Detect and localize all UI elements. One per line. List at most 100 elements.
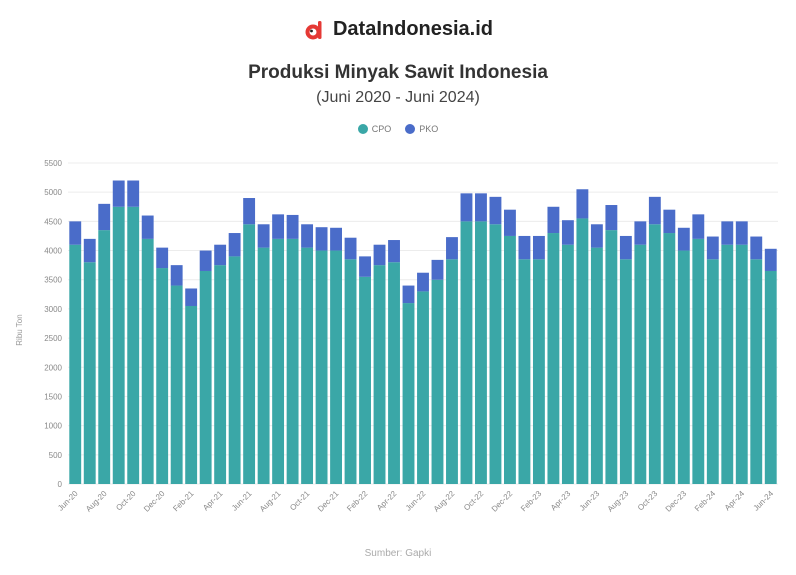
bar-cpo[interactable] xyxy=(721,244,734,484)
bar-pko[interactable] xyxy=(590,224,603,248)
bar-pko[interactable] xyxy=(532,235,545,260)
bar-cpo[interactable] xyxy=(561,244,574,484)
bar-cpo[interactable] xyxy=(214,265,227,484)
bar-cpo[interactable] xyxy=(301,247,314,484)
bar-cpo[interactable] xyxy=(344,259,357,484)
bar-cpo[interactable] xyxy=(83,262,96,484)
bar-pko[interactable] xyxy=(141,215,154,239)
bar-pko[interactable] xyxy=(446,237,458,260)
bar-pko[interactable] xyxy=(98,203,111,231)
bar-cpo[interactable] xyxy=(504,235,516,484)
bar-cpo[interactable] xyxy=(677,250,690,484)
bar-cpo[interactable] xyxy=(330,250,342,484)
bar-cpo[interactable] xyxy=(286,238,299,484)
bar-pko[interactable] xyxy=(648,196,661,225)
bar-pko[interactable] xyxy=(127,180,140,207)
bar-cpo[interactable] xyxy=(619,259,632,484)
bar-pko[interactable] xyxy=(286,214,299,239)
bar-cpo[interactable] xyxy=(373,265,386,484)
bar-pko[interactable] xyxy=(735,221,748,245)
bar-cpo[interactable] xyxy=(127,206,140,484)
bar-cpo[interactable] xyxy=(605,230,618,484)
bar-pko[interactable] xyxy=(605,205,618,231)
bar-cpo[interactable] xyxy=(475,221,487,485)
bar-pko[interactable] xyxy=(677,227,690,251)
bar-pko[interactable] xyxy=(619,235,632,260)
bar-pko[interactable] xyxy=(344,237,357,260)
bar-pko[interactable] xyxy=(388,240,400,263)
bar-pko[interactable] xyxy=(199,250,212,271)
bar-pko[interactable] xyxy=(373,244,386,266)
bar-pko[interactable] xyxy=(243,198,256,225)
bar-pko[interactable] xyxy=(634,221,647,245)
bar-pko[interactable] xyxy=(764,248,777,271)
bar-cpo[interactable] xyxy=(590,247,603,484)
bar-cpo[interactable] xyxy=(648,224,661,484)
bar-pko[interactable] xyxy=(83,238,96,263)
bar-pko[interactable] xyxy=(315,227,328,251)
bar-cpo[interactable] xyxy=(402,303,415,484)
bar-cpo[interactable] xyxy=(446,259,458,484)
bar-pko[interactable] xyxy=(547,206,560,234)
bar-cpo[interactable] xyxy=(170,285,183,484)
bar-cpo[interactable] xyxy=(750,259,763,484)
bar-cpo[interactable] xyxy=(141,238,154,484)
bar-pko[interactable] xyxy=(330,227,342,251)
bar-cpo[interactable] xyxy=(576,218,589,484)
bar-cpo[interactable] xyxy=(706,259,719,484)
legend-item-pko[interactable]: PKO xyxy=(405,124,438,134)
bar-cpo[interactable] xyxy=(388,262,400,484)
bar-cpo[interactable] xyxy=(257,247,270,484)
bar-pko[interactable] xyxy=(228,233,241,257)
bar-cpo[interactable] xyxy=(764,270,777,484)
bar-pko[interactable] xyxy=(576,189,589,219)
bar-pko[interactable] xyxy=(185,288,198,306)
bar-pko[interactable] xyxy=(504,209,516,236)
bar-pko[interactable] xyxy=(156,247,169,269)
bar-cpo[interactable] xyxy=(518,259,531,484)
bar-pko[interactable] xyxy=(359,256,371,277)
bar-pko[interactable] xyxy=(272,214,285,239)
bar-pko[interactable] xyxy=(402,285,415,304)
bar-cpo[interactable] xyxy=(156,268,169,484)
bar-pko[interactable] xyxy=(431,259,444,280)
bar-pko[interactable] xyxy=(257,224,270,248)
bar-pko[interactable] xyxy=(561,220,574,245)
bar-cpo[interactable] xyxy=(634,244,647,484)
bar-cpo[interactable] xyxy=(431,279,444,484)
bar-cpo[interactable] xyxy=(272,238,285,484)
bar-cpo[interactable] xyxy=(98,230,111,484)
bar-pko[interactable] xyxy=(692,214,705,239)
bar-pko[interactable] xyxy=(417,272,429,292)
legend-item-cpo[interactable]: CPO xyxy=(357,124,391,134)
bar-pko[interactable] xyxy=(663,209,676,234)
bar-cpo[interactable] xyxy=(359,276,371,484)
bar-pko[interactable] xyxy=(301,224,314,248)
bar-cpo[interactable] xyxy=(460,221,473,485)
bar-cpo[interactable] xyxy=(112,206,125,484)
bar-cpo[interactable] xyxy=(315,250,328,484)
bar-pko[interactable] xyxy=(706,236,719,260)
bar-cpo[interactable] xyxy=(417,291,429,484)
bar-cpo[interactable] xyxy=(735,244,748,484)
bar-cpo[interactable] xyxy=(185,305,198,484)
bar-pko[interactable] xyxy=(750,236,763,260)
bar-cpo[interactable] xyxy=(547,233,560,484)
bar-pko[interactable] xyxy=(112,180,125,207)
bar-pko[interactable] xyxy=(518,235,531,260)
bar-pko[interactable] xyxy=(460,193,473,222)
bar-pko[interactable] xyxy=(69,221,82,245)
bar-cpo[interactable] xyxy=(243,224,256,484)
bar-pko[interactable] xyxy=(489,196,502,225)
bar-cpo[interactable] xyxy=(692,238,705,484)
bar-cpo[interactable] xyxy=(489,224,502,484)
bar-cpo[interactable] xyxy=(532,259,545,484)
bar-cpo[interactable] xyxy=(199,270,212,484)
bar-cpo[interactable] xyxy=(228,256,241,484)
bar-pko[interactable] xyxy=(214,244,227,266)
bar-pko[interactable] xyxy=(475,193,487,222)
bar-cpo[interactable] xyxy=(663,233,676,484)
bar-pko[interactable] xyxy=(170,265,183,286)
bar-cpo[interactable] xyxy=(69,244,82,484)
bar-pko[interactable] xyxy=(721,221,734,245)
